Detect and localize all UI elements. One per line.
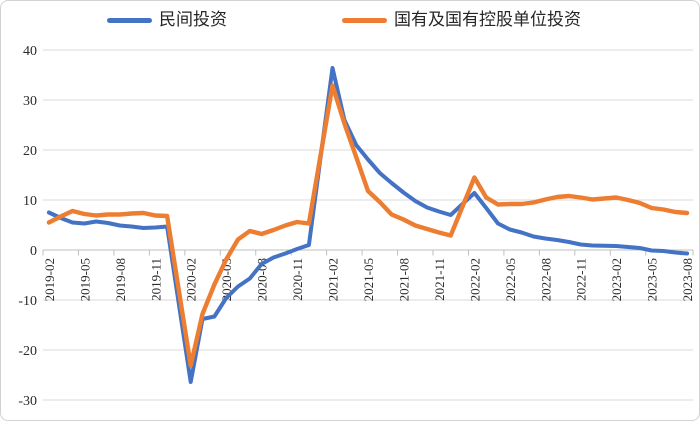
- gridlines: [43, 49, 693, 401]
- y-axis-labels: 40 30 20 10 0 -10 -20 -30: [18, 44, 37, 409]
- legend-item-private-investment: 民间投资: [107, 10, 227, 30]
- legend-label-private-investment: 民间投资: [159, 10, 227, 29]
- legend-swatch-private-investment: [107, 17, 152, 23]
- svg-text:2019-08: 2019-08: [113, 258, 128, 301]
- svg-text:2022-05: 2022-05: [503, 258, 518, 301]
- svg-text:10: 10: [23, 194, 37, 209]
- x-axis-labels: 2019-02 2019-05 2019-08 2019-11 2020-02 2020-…: [42, 258, 695, 301]
- svg-text:2019-11: 2019-11: [148, 258, 163, 301]
- svg-text:-30: -30: [18, 394, 37, 409]
- svg-text:2023-05: 2023-05: [645, 258, 660, 301]
- svg-text:2022-02: 2022-02: [467, 258, 482, 301]
- svg-text:2019-05: 2019-05: [77, 258, 92, 301]
- legend-item-state-owned-investment: 国有及国有控股单位投资: [342, 10, 581, 30]
- legend-label-state-owned-investment: 国有及国有控股单位投资: [394, 10, 581, 29]
- svg-text:2023-02: 2023-02: [609, 258, 624, 301]
- svg-text:2021-11: 2021-11: [432, 258, 447, 301]
- svg-text:2022-11: 2022-11: [574, 258, 589, 301]
- svg-text:2021-08: 2021-08: [396, 258, 411, 301]
- svg-text:-10: -10: [18, 294, 37, 309]
- svg-text:0: 0: [30, 244, 37, 259]
- series-line-private-investment: [46, 66, 690, 384]
- svg-text:-20: -20: [18, 344, 37, 359]
- svg-text:40: 40: [23, 44, 37, 59]
- svg-text:2023-08: 2023-08: [680, 258, 695, 301]
- series-line-state-owned-investment: [46, 83, 690, 368]
- svg-text:2021-02: 2021-02: [326, 258, 341, 301]
- chart-legend: 民间投资 国有及国有控股单位投资: [1, 1, 699, 35]
- x-axis: [42, 249, 694, 256]
- svg-text:2020-11: 2020-11: [290, 258, 305, 301]
- svg-text:2020-02: 2020-02: [184, 258, 199, 301]
- svg-text:30: 30: [23, 94, 37, 109]
- svg-text:20: 20: [23, 144, 37, 159]
- svg-text:2019-02: 2019-02: [42, 258, 57, 301]
- svg-text:2022-08: 2022-08: [538, 258, 553, 301]
- legend-swatch-state-owned-investment: [342, 17, 387, 23]
- svg-text:2021-05: 2021-05: [361, 258, 376, 301]
